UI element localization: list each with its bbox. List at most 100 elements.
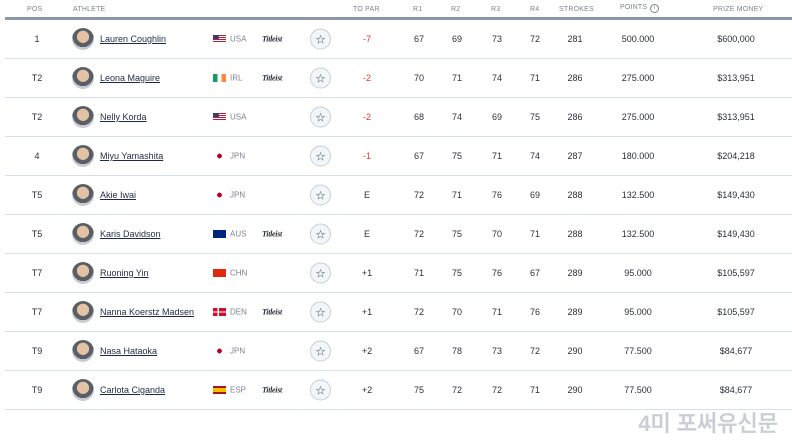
titleist-logo: Titleist xyxy=(262,307,282,317)
position: T9 xyxy=(31,346,43,356)
to-par: -2 xyxy=(362,112,371,122)
avatar[interactable] xyxy=(72,223,94,245)
avatar[interactable] xyxy=(72,379,94,401)
country-code: USA xyxy=(230,112,247,122)
athlete-name-link[interactable]: Leona Maguire xyxy=(100,73,161,83)
header-r1[interactable]: R1 xyxy=(413,6,423,13)
titleist-logo: Titleist xyxy=(262,385,282,395)
favorite-star-button[interactable]: ☆ xyxy=(310,184,331,206)
favorite-star-button[interactable]: ☆ xyxy=(310,340,331,362)
round-1: 75 xyxy=(413,385,424,395)
avatar[interactable] xyxy=(72,340,94,362)
athlete-name-link[interactable]: Lauren Coughlin xyxy=(100,34,167,44)
header-prize[interactable]: PRIZE MONEY xyxy=(713,6,764,13)
table-row: T5 Akie Iwai JPN ☆ E 72 71 76 69 288 132… xyxy=(5,176,792,215)
position: 1 xyxy=(34,34,40,44)
info-icon[interactable]: i xyxy=(650,4,660,13)
round-3: 70 xyxy=(491,229,502,239)
country-code: JPN xyxy=(230,346,246,356)
round-2: 72 xyxy=(451,385,462,395)
flag-icon xyxy=(213,191,226,199)
position: T7 xyxy=(31,307,43,317)
round-4: 74 xyxy=(529,151,540,161)
round-2: 75 xyxy=(451,268,462,278)
favorite-star-button[interactable]: ☆ xyxy=(310,106,331,128)
favorite-star-button[interactable]: ☆ xyxy=(310,262,331,284)
avatar[interactable] xyxy=(72,67,94,89)
round-3: 69 xyxy=(491,112,502,122)
athlete-name-link[interactable]: Carlota Ciganda xyxy=(100,385,166,395)
strokes: 286 xyxy=(567,112,583,122)
favorite-star-button[interactable]: ☆ xyxy=(310,301,331,323)
flag-icon xyxy=(213,74,226,82)
header-topar[interactable]: TO PAR xyxy=(353,6,380,13)
round-2: 75 xyxy=(451,151,462,161)
avatar[interactable] xyxy=(72,262,94,284)
athlete-name-link[interactable]: Miyu Yamashita xyxy=(100,151,164,161)
prize-money: $149,430 xyxy=(717,190,755,200)
strokes: 281 xyxy=(567,34,583,44)
avatar[interactable] xyxy=(72,301,94,323)
table-row: 4 Miyu Yamashita JPN ☆ -1 67 75 71 74 28… xyxy=(5,137,792,176)
athlete-name-link[interactable]: Akie Iwai xyxy=(100,190,137,200)
to-par: -7 xyxy=(362,34,371,44)
avatar[interactable] xyxy=(72,184,94,206)
round-1: 67 xyxy=(413,34,424,44)
athlete-name-link[interactable]: Nasa Hataoka xyxy=(100,346,158,356)
round-2: 78 xyxy=(451,346,462,356)
country-code: ESP xyxy=(230,385,247,395)
country-code: JPN xyxy=(230,151,246,161)
header-pos: POS xyxy=(27,6,43,13)
round-3: 71 xyxy=(491,307,502,317)
flag-icon xyxy=(213,308,226,316)
titleist-logo: Titleist xyxy=(262,34,282,44)
strokes: 290 xyxy=(567,346,583,356)
header-points[interactable]: POINTS i xyxy=(620,4,660,13)
flag-icon xyxy=(213,269,226,277)
avatar[interactable] xyxy=(72,106,94,128)
to-par: +2 xyxy=(361,385,373,395)
star-icon: ☆ xyxy=(315,188,326,202)
favorite-star-button[interactable]: ☆ xyxy=(310,28,331,50)
header-r3[interactable]: R3 xyxy=(491,6,501,13)
country-code: AUS xyxy=(230,229,247,239)
country-code: USA xyxy=(230,34,247,44)
to-par: -2 xyxy=(362,73,371,83)
favorite-star-button[interactable]: ☆ xyxy=(310,145,331,167)
prize-money: $313,951 xyxy=(717,112,755,122)
position: T2 xyxy=(31,73,43,83)
favorite-star-button[interactable]: ☆ xyxy=(310,223,331,245)
round-3: 76 xyxy=(491,268,502,278)
prize-money: $84,677 xyxy=(719,346,753,356)
round-4: 69 xyxy=(529,190,540,200)
athlete-name-link[interactable]: Karis Davidson xyxy=(100,229,161,239)
prize-money: $600,000 xyxy=(717,34,755,44)
country-code: CHN xyxy=(230,268,248,278)
flag-icon xyxy=(213,230,226,238)
athlete-name-link[interactable]: Ruoning Yin xyxy=(100,268,149,278)
points: 275.000 xyxy=(621,112,655,122)
favorite-star-button[interactable]: ☆ xyxy=(310,67,331,89)
position: 4 xyxy=(34,151,40,161)
athlete-name-link[interactable]: Nelly Korda xyxy=(100,112,147,122)
table-row: T7 Nanna Koerstz Madsen DEN Titleist ☆ +… xyxy=(5,293,792,332)
prize-money: $313,951 xyxy=(717,73,755,83)
avatar[interactable] xyxy=(72,145,94,167)
favorite-star-button[interactable]: ☆ xyxy=(310,379,331,401)
avatar[interactable] xyxy=(72,28,94,50)
position: T5 xyxy=(31,190,43,200)
round-4: 75 xyxy=(529,112,540,122)
athlete-name-link[interactable]: Nanna Koerstz Madsen xyxy=(100,307,195,317)
position: T7 xyxy=(31,268,43,278)
round-2: 70 xyxy=(451,307,462,317)
points: 180.000 xyxy=(621,151,655,161)
header-strokes[interactable]: STROKES xyxy=(559,6,594,13)
header-r2[interactable]: R2 xyxy=(451,6,461,13)
table-row: T9 Nasa Hataoka JPN ☆ +2 67 78 73 72 290… xyxy=(5,332,792,371)
country-code: DEN xyxy=(230,307,247,317)
to-par: +2 xyxy=(361,346,373,356)
round-4: 72 xyxy=(529,34,540,44)
round-3: 73 xyxy=(491,34,502,44)
header-r4[interactable]: R4 xyxy=(530,6,540,13)
prize-money: $149,430 xyxy=(717,229,755,239)
